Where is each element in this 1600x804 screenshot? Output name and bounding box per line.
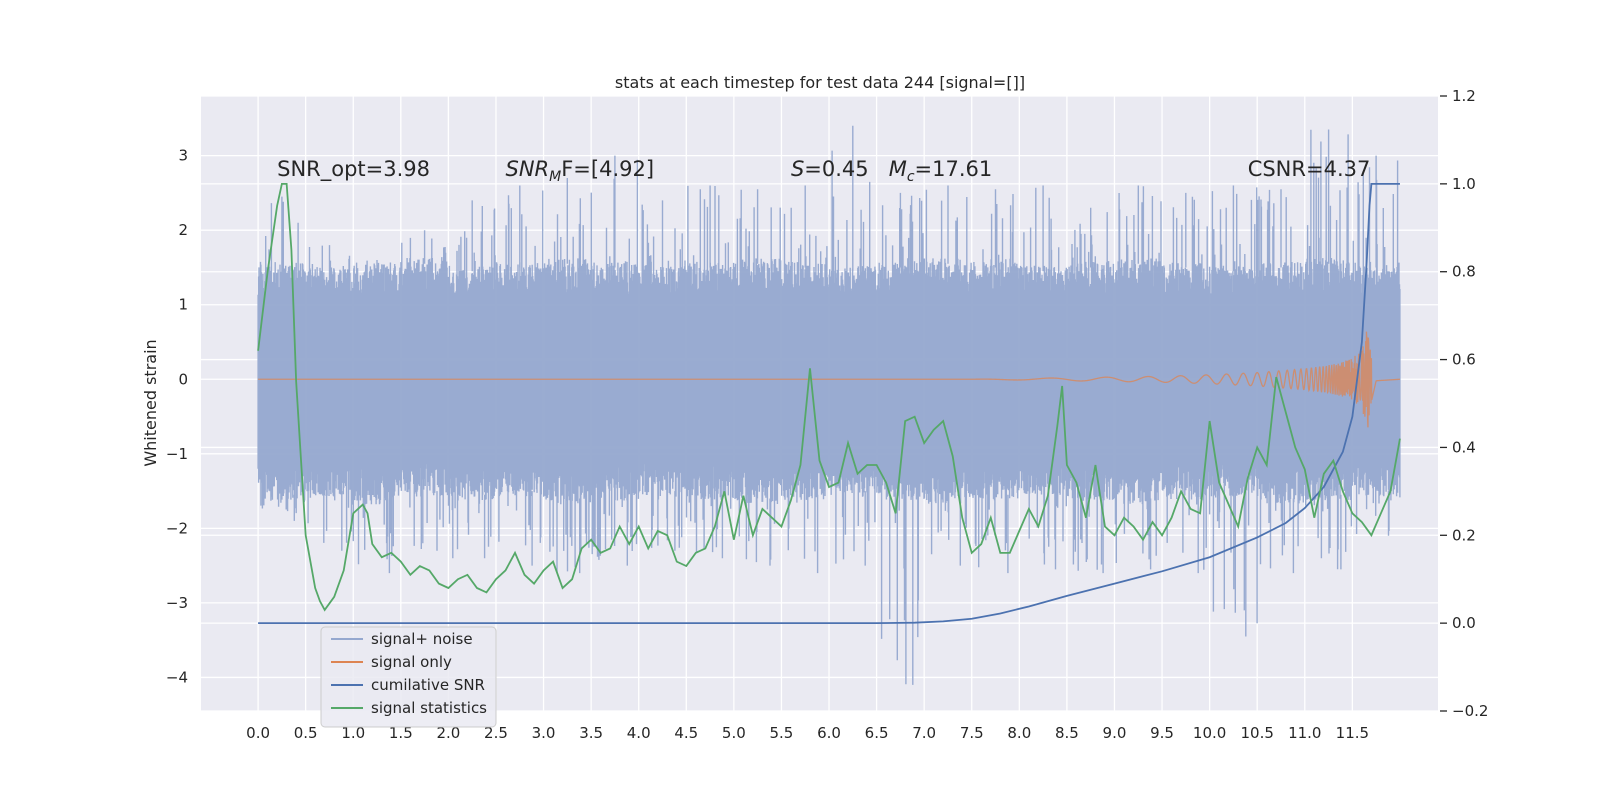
annotation-s-mc: S=0.45 Mc=17.61 (791, 157, 992, 185)
x-tick-label: 1.5 (389, 724, 413, 742)
y2-tick-label: 1.2 (1452, 87, 1476, 105)
x-tick-label: 6.0 (817, 724, 841, 742)
chart-title: stats at each timestep for test data 244… (615, 73, 1025, 92)
y2-tick-label: 0.0 (1452, 614, 1476, 632)
series-cumulative-snr (258, 182, 1400, 625)
annotation-snr-mf-value: F=[4.92] (561, 157, 654, 181)
x-tick-label: 3.5 (579, 724, 603, 742)
x-tick-label: 2.5 (484, 724, 508, 742)
y2-tick-label: 0.2 (1452, 526, 1476, 544)
annotation-snr-mf-symbol: SNR (505, 157, 549, 181)
noise-trace (257, 125, 1401, 685)
y-tick-label: −2 (166, 519, 188, 537)
x-tick-label: 3.0 (532, 724, 556, 742)
annotation-snr-mf: SNRMF=[4.92] (505, 157, 654, 185)
y2-tick-label: 1.0 (1452, 175, 1476, 193)
legend-label: signal+ noise (371, 630, 473, 648)
x-tick-label: 5.5 (770, 724, 794, 742)
y-tick-label: −4 (166, 668, 188, 686)
x-tick-label: 9.0 (1103, 724, 1127, 742)
annotation-s-value: =0.45 (804, 157, 888, 181)
y2-axis-ticks: −0.2 0.0 0.2 0.4 0.6 0.8 1.0 1.2 (1440, 87, 1488, 720)
x-tick-label: 10.0 (1193, 724, 1226, 742)
y-tick-label: −1 (166, 445, 188, 463)
annotation-snr-opt: SNR_opt=3.98 (277, 157, 430, 182)
series-signal-statistics (257, 182, 1401, 612)
x-axis-ticks: 0.0 0.5 1.0 1.5 2.0 2.5 3.0 3.5 4.0 4.5 5.0 5.5 6.0 6… (246, 724, 1369, 742)
annotation-s-symbol: S (791, 157, 804, 181)
y-tick-label: 0 (178, 370, 188, 388)
x-tick-label: 7.0 (912, 724, 936, 742)
x-tick-label: 2.0 (436, 724, 460, 742)
x-tick-label: 5.0 (722, 724, 746, 742)
x-tick-label: 4.0 (627, 724, 651, 742)
annotation-mc-value: =17.61 (915, 157, 993, 181)
x-tick-label: 0.5 (294, 724, 318, 742)
x-tick-label: 10.5 (1241, 724, 1274, 742)
x-tick-label: 8.5 (1055, 724, 1079, 742)
y-tick-label: 1 (178, 296, 188, 314)
series-signal-only (258, 331, 1400, 428)
x-tick-label: 9.5 (1150, 724, 1174, 742)
y-tick-label: 3 (178, 147, 188, 165)
x-tick-label: 7.5 (960, 724, 984, 742)
y2-tick-label: 0.6 (1452, 351, 1476, 369)
x-tick-label: 8.0 (1007, 724, 1031, 742)
x-tick-label: 0.0 (246, 724, 270, 742)
y2-tick-label: −0.2 (1452, 702, 1488, 720)
signal-trace (258, 331, 1400, 428)
annotations: SNR_opt=3.98 SNRMF=[4.92] S=0.45 Mc=17.61 C… (277, 157, 1370, 185)
legend-label: signal only (371, 653, 452, 671)
series-signal-noise (257, 125, 1401, 685)
y2-tick-label: 0.8 (1452, 263, 1476, 281)
legend-box (320, 626, 497, 728)
annotation-mc-subscript: c (907, 169, 915, 185)
legend-label: signal statistics (371, 699, 487, 717)
y-axis-label: Whitened strain (141, 339, 160, 466)
legend: signal+ noise signal only cumilative SNR si… (320, 626, 497, 728)
x-tick-label: 11.5 (1336, 724, 1369, 742)
x-tick-label: 11.0 (1288, 724, 1321, 742)
x-tick-label: 4.5 (674, 724, 698, 742)
y-tick-label: 2 (178, 221, 188, 239)
stats-line (257, 182, 1401, 612)
x-tick-label: 6.5 (865, 724, 889, 742)
annotation-snr-mf-subscript: M (549, 169, 561, 185)
annotation-csnr: CSNR=4.37 (1248, 157, 1371, 181)
y-axis-ticks: −4 −3 −2 −1 0 1 2 3 (166, 147, 188, 687)
x-tick-label: 1.0 (341, 724, 365, 742)
annotation-mc-symbol: M (889, 157, 907, 181)
y-tick-label: −3 (166, 594, 188, 612)
legend-label: cumilative SNR (371, 676, 485, 694)
csnr-line (258, 182, 1400, 625)
y2-tick-label: 0.4 (1452, 438, 1476, 456)
